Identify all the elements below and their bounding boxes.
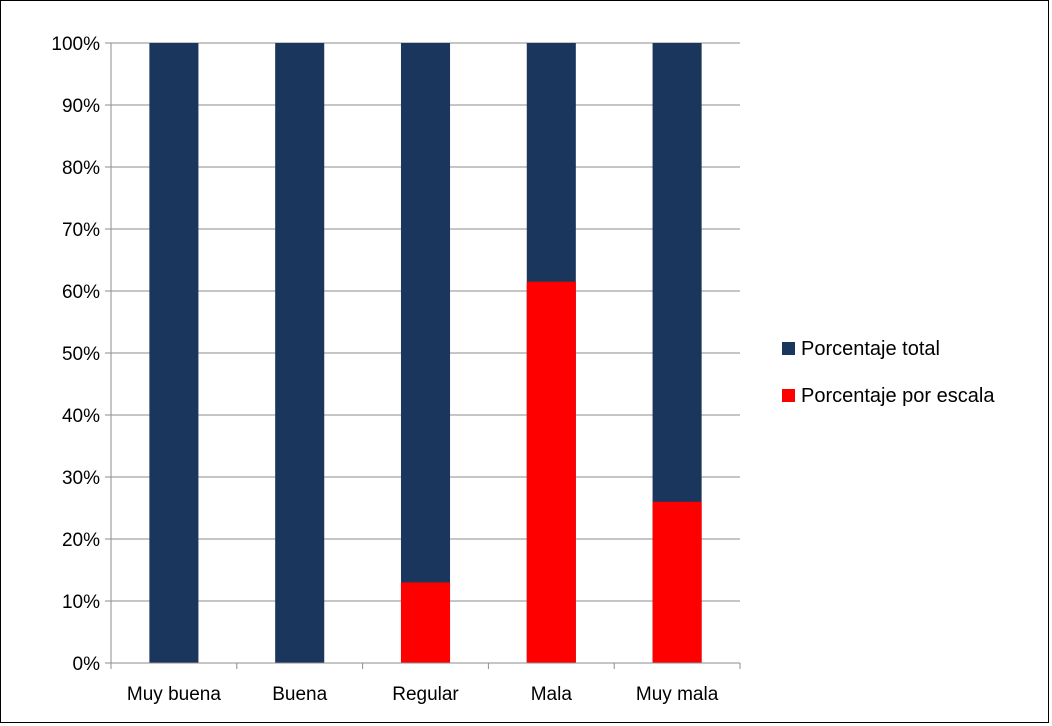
y-tick-label: 30%: [62, 468, 100, 489]
bar-porcentaje-por-escala: [526, 281, 576, 663]
bar-porcentaje-total: [149, 43, 199, 663]
y-tick-label: 20%: [62, 530, 100, 551]
y-tick-label: 10%: [62, 592, 100, 613]
x-tick-label: Muy mala: [636, 684, 719, 705]
y-tick-label: 70%: [62, 220, 100, 241]
y-tick-label: 40%: [62, 406, 100, 427]
x-axis-tick-labels: Muy buena Buena Regular Mala Muy mala: [127, 684, 719, 705]
x-tick-label: Regular: [392, 684, 459, 705]
y-tick-label: 90%: [62, 96, 100, 117]
y-axis-tick-labels: 0% 10% 20% 30% 40% 50% 60% 70% 80% 90% 100%: [51, 34, 100, 675]
bar-porcentaje-por-escala: [652, 501, 702, 663]
x-tick-label: Buena: [272, 684, 327, 705]
y-tick-label: 50%: [62, 344, 100, 365]
bar-porcentaje-por-escala: [400, 582, 451, 663]
bars: [149, 43, 702, 663]
bar-porcentaje-total: [275, 43, 325, 663]
legend-swatch: [782, 389, 795, 402]
y-tick-label: 60%: [62, 282, 100, 303]
y-tick-label: 80%: [62, 158, 100, 179]
legend-label: Porcentaje por escala: [801, 385, 995, 407]
bar-porcentaje-total: [400, 43, 451, 663]
y-tick-label: 100%: [51, 34, 100, 55]
legend-label: Porcentaje total: [801, 338, 940, 360]
axes: [105, 42, 741, 669]
x-tick-label: Mala: [531, 684, 573, 705]
y-tick-label: 0%: [73, 654, 101, 675]
x-tick-label: Muy buena: [127, 684, 221, 705]
legend-swatch: [782, 342, 795, 355]
legend: Porcentaje total Porcentaje por escala: [782, 338, 995, 407]
